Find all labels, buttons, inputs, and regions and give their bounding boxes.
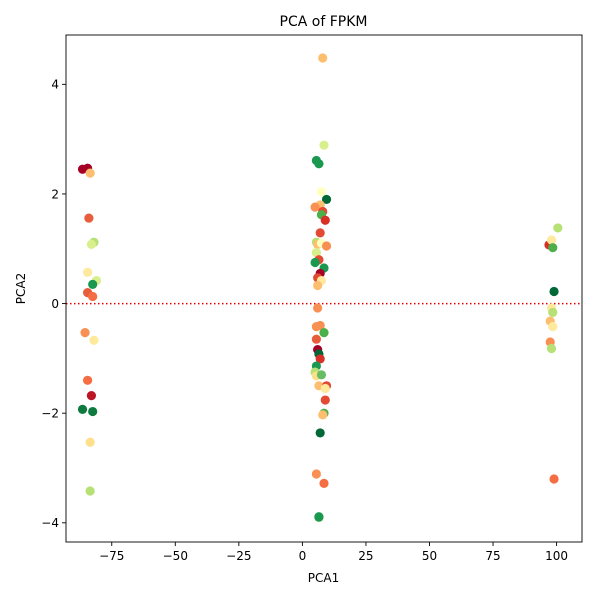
chart-title: PCA of FPKM xyxy=(280,14,368,30)
scatter-point xyxy=(321,194,332,205)
scatter-point xyxy=(83,375,93,385)
scatter-point xyxy=(85,168,95,178)
y-tick-label: 0 xyxy=(51,297,59,311)
scatter-point xyxy=(316,370,327,380)
scatter-point xyxy=(546,235,557,245)
y-tick-label: 2 xyxy=(51,187,59,201)
x-tick-label: −75 xyxy=(99,549,124,563)
scatter-point xyxy=(318,410,328,420)
scatter-point xyxy=(88,279,98,289)
y-tick-label: −4 xyxy=(41,516,59,530)
scatter-point xyxy=(313,303,323,313)
x-tick-label: −50 xyxy=(163,549,188,563)
scatter-point xyxy=(84,213,94,223)
scatter-point xyxy=(315,228,325,238)
y-tick-label: 4 xyxy=(51,78,59,92)
x-tick-label: 100 xyxy=(545,549,568,563)
scatter-point xyxy=(83,267,93,277)
scatter-point xyxy=(86,391,97,401)
scatter-point xyxy=(319,328,329,338)
scatter-point xyxy=(319,140,329,150)
scatter-point xyxy=(77,404,88,414)
scatter-point xyxy=(311,334,321,344)
scatter-point xyxy=(85,486,95,496)
scatter-point xyxy=(313,280,323,291)
scatter-point xyxy=(549,286,559,297)
scatter-point xyxy=(314,512,324,522)
scatter-point xyxy=(549,474,559,484)
x-tick-label: 50 xyxy=(422,549,437,563)
scatter-point xyxy=(320,383,330,394)
x-tick-label: 25 xyxy=(358,549,373,563)
scatter-point xyxy=(88,406,98,417)
scatter-point xyxy=(310,202,320,212)
axes-frame xyxy=(65,34,583,543)
x-axis-label: PCA1 xyxy=(308,571,339,585)
scatter-point xyxy=(310,257,320,268)
scatter-point xyxy=(86,239,97,249)
scatter-point xyxy=(321,241,332,251)
scatter-point xyxy=(85,437,95,447)
scatter-point xyxy=(315,428,325,438)
scatter-point xyxy=(546,343,557,354)
scatter-point xyxy=(88,291,98,302)
scatter-point xyxy=(548,243,558,253)
scatter-point xyxy=(314,159,324,169)
scatter-point xyxy=(89,335,99,345)
scatter-point xyxy=(318,53,328,63)
y-tick-label: −2 xyxy=(41,406,59,420)
y-axis-ticks: −4 −2 0 2 4 xyxy=(41,78,66,530)
y-axis-label: PCA2 xyxy=(14,273,28,304)
scatter-point xyxy=(316,187,327,197)
scatter-point xyxy=(320,215,330,225)
x-tick-label: 75 xyxy=(485,549,500,563)
x-tick-label: −25 xyxy=(226,549,251,563)
scatter-point xyxy=(548,321,558,332)
scatter-point xyxy=(311,247,321,258)
scatter-point xyxy=(319,478,329,488)
x-axis-ticks: −75 −50 −25 0 25 50 75 100 xyxy=(99,542,568,563)
scatter-point xyxy=(311,469,321,479)
scatter-point xyxy=(315,354,325,364)
scatter-point xyxy=(548,307,558,317)
x-tick-label: 0 xyxy=(299,549,307,563)
scatter-point xyxy=(553,223,563,233)
scatter-points xyxy=(77,53,563,522)
scatter-point xyxy=(320,395,330,405)
scatter-point xyxy=(315,320,325,331)
scatter-point xyxy=(80,328,90,338)
